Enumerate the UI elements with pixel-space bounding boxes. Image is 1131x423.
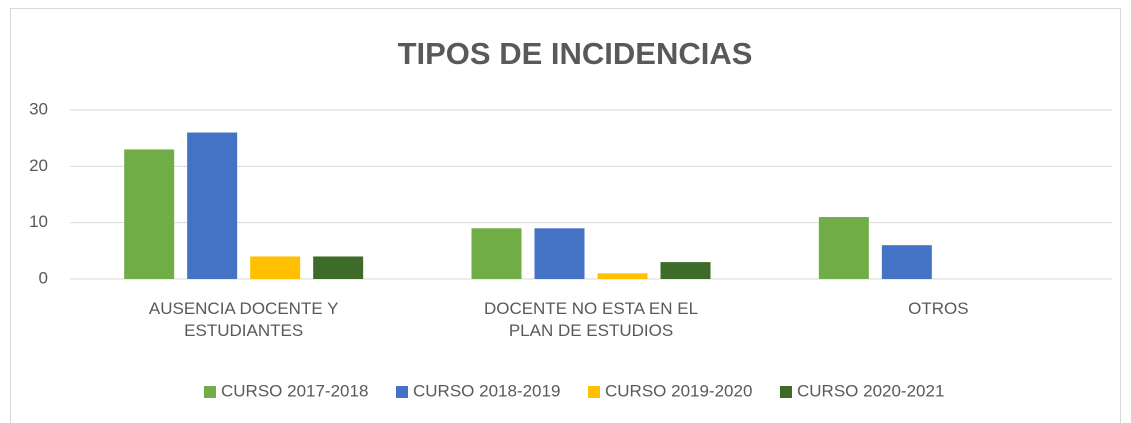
bar	[250, 256, 301, 279]
legend-swatch	[588, 386, 600, 398]
y-tick-label: 10	[29, 212, 48, 231]
legend-label: CURSO 2019-2020	[605, 381, 752, 400]
x-tick-label: DOCENTE NO ESTA EN EL PLAN DE ESTUDIOS	[483, 299, 699, 340]
bar	[313, 256, 364, 279]
legend-swatch	[204, 386, 216, 398]
chart-title: TIPOS DE INCIDENCIAS	[398, 36, 753, 71]
y-tick-label: 30	[29, 99, 48, 118]
bar	[660, 262, 711, 279]
bar	[818, 217, 869, 279]
chart-frame	[10, 8, 1121, 423]
y-tick-label: 0	[39, 268, 48, 287]
bar	[597, 273, 648, 279]
legend-label: CURSO 2017-2018	[221, 381, 368, 400]
legend-swatch	[396, 386, 408, 398]
bar	[534, 228, 585, 279]
legend-label: CURSO 2018-2019	[413, 381, 560, 400]
bar	[124, 149, 175, 279]
bar	[471, 228, 522, 279]
legend-label: CURSO 2020-2021	[797, 381, 944, 400]
x-tick-label: AUSENCIA DOCENTE Y ESTUDIANTES	[148, 299, 339, 340]
legend-swatch	[780, 386, 792, 398]
bar	[881, 245, 932, 279]
bar	[187, 132, 238, 279]
x-tick-label: OTROS	[908, 299, 969, 318]
y-tick-label: 20	[29, 156, 48, 175]
